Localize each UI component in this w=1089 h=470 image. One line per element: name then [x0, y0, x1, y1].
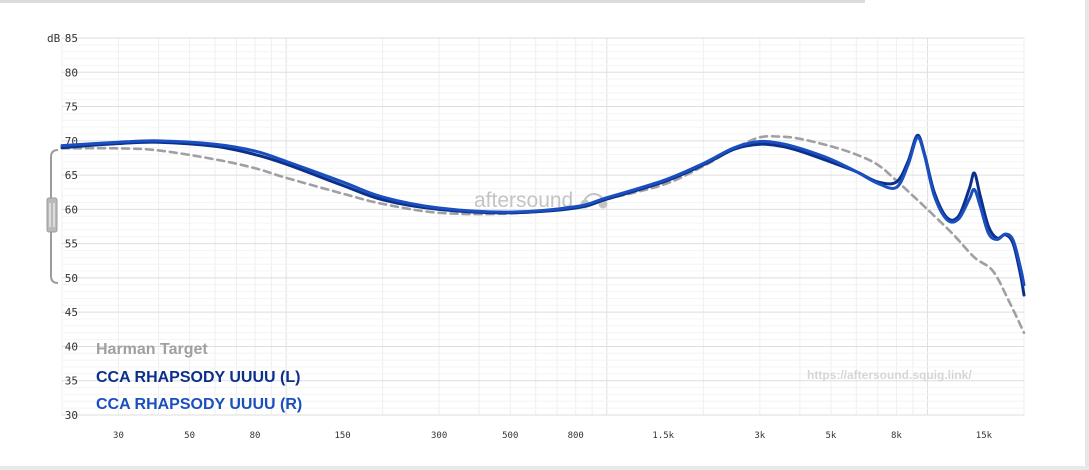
- y-tick-label: 45: [65, 306, 78, 319]
- y-tick-label: 65: [65, 169, 78, 182]
- legend-item-left-channel[interactable]: CCA RHAPSODY UUUU (L): [96, 369, 300, 386]
- x-axis-ticks: 30 50 80 150 300 500 800 1.5k 3k 5k 8k 15k: [113, 431, 993, 441]
- top-border: [0, 0, 865, 3]
- watermark: aftersound: [474, 189, 608, 212]
- x-tick-label: 8k: [891, 431, 902, 441]
- right-border: [1085, 0, 1089, 470]
- legend-item-harman-target[interactable]: Harman Target: [96, 341, 208, 358]
- y-tick-label: 60: [65, 203, 78, 216]
- y-tick-label: 80: [65, 66, 78, 79]
- bottom-border: [0, 466, 1089, 470]
- x-tick-label: 3k: [754, 431, 765, 441]
- legend-item-right-channel[interactable]: CCA RHAPSODY UUUU (R): [96, 396, 302, 413]
- x-tick-label: 1.5k: [652, 431, 674, 441]
- y-tick-label: 50: [65, 272, 78, 285]
- x-tick-label: 5k: [826, 431, 837, 441]
- y-tick-label: 55: [65, 238, 78, 251]
- right-channel-line: [60, 135, 1026, 287]
- y-tick-label: 85: [65, 32, 78, 45]
- watermark-text: aftersound: [474, 189, 573, 212]
- y-tick-label: 75: [65, 101, 78, 114]
- x-tick-label: 150: [334, 431, 350, 441]
- y-tick-label: 30: [65, 409, 78, 422]
- x-tick-label: 300: [431, 431, 447, 441]
- x-tick-label: 80: [250, 431, 261, 441]
- y-tick-label: 35: [65, 375, 78, 388]
- x-tick-label: 30: [113, 431, 124, 441]
- y-axis-label: dB: [47, 32, 61, 45]
- plot-area: [61, 37, 1025, 416]
- y-tick-label: 40: [65, 340, 78, 353]
- left-channel-line: [60, 133, 1026, 297]
- x-tick-label: 500: [502, 431, 518, 441]
- x-tick-label: 15k: [976, 431, 993, 441]
- x-tick-label: 50: [184, 431, 195, 441]
- scale-handle[interactable]: [46, 149, 59, 284]
- grid: [61, 37, 1025, 416]
- legend: Harman Target CCA RHAPSODY UUUU (L) CCA …: [96, 341, 302, 413]
- series-lines: [60, 133, 1026, 335]
- source-url: https://aftersound.squig.link/: [807, 368, 972, 382]
- x-tick-label: 800: [568, 431, 584, 441]
